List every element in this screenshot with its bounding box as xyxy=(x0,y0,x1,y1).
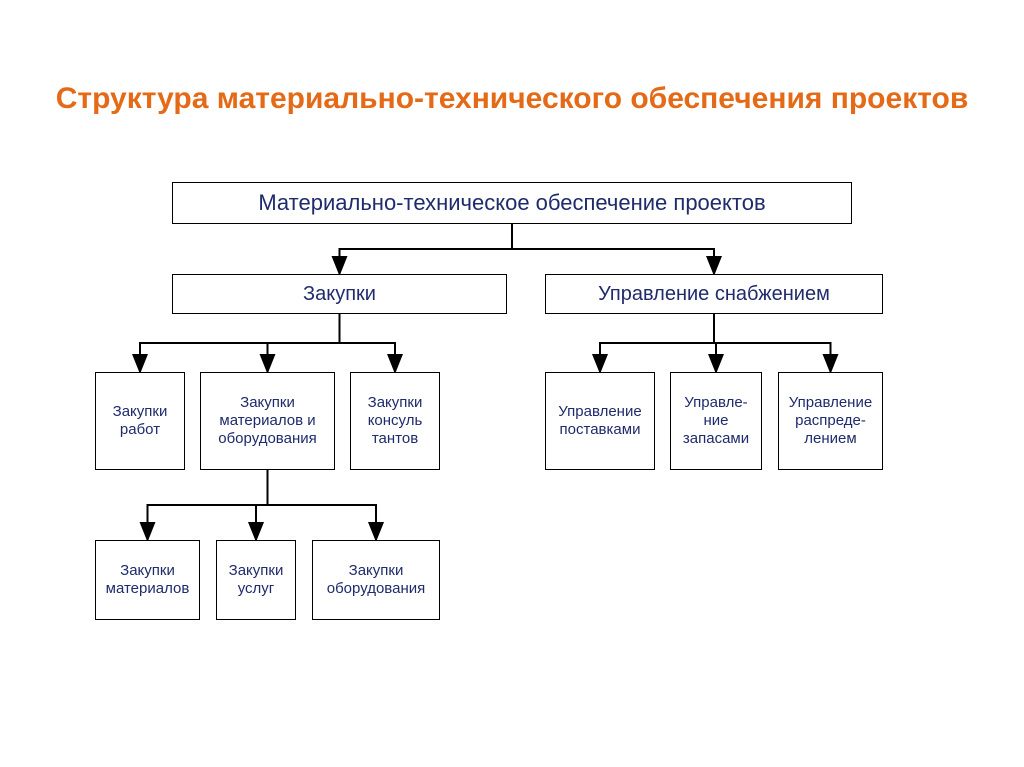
node-a2: Закупки материалов и оборудования xyxy=(200,372,335,470)
page-title: Структура материально-технического обесп… xyxy=(0,82,1024,116)
edge xyxy=(714,314,831,372)
edge xyxy=(600,314,714,372)
edge xyxy=(148,470,268,540)
node-b2: Управле-ние запасами xyxy=(670,372,762,470)
edge xyxy=(340,314,396,372)
edge xyxy=(512,224,714,274)
node-c2: Закупки услуг xyxy=(216,540,296,620)
node-l2b: Управление снабжением xyxy=(545,274,883,314)
node-a1: Закупки работ xyxy=(95,372,185,470)
diagram-stage: Структура материально-технического обесп… xyxy=(0,0,1024,767)
node-l2a: Закупки xyxy=(172,274,507,314)
edge xyxy=(714,314,716,372)
edge xyxy=(268,314,340,372)
node-c3: Закупки оборудования xyxy=(312,540,440,620)
node-c1: Закупки материалов xyxy=(95,540,200,620)
node-b1: Управление поставками xyxy=(545,372,655,470)
edge xyxy=(340,224,513,274)
node-b3: Управление распреде-лением xyxy=(778,372,883,470)
edge xyxy=(268,470,377,540)
edge xyxy=(256,470,268,540)
edge xyxy=(140,314,340,372)
node-root: Материально-техническое обеспечение прое… xyxy=(172,182,852,224)
node-a3: Закупки консуль тантов xyxy=(350,372,440,470)
